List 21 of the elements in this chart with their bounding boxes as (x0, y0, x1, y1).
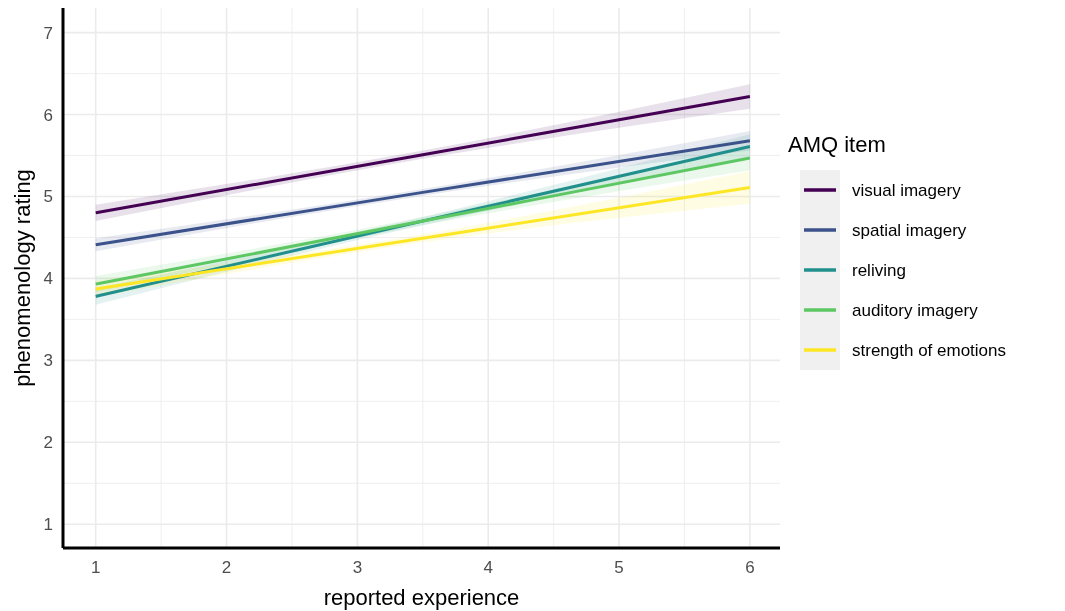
y-tick-label: 5 (43, 187, 53, 207)
legend-label: strength of emotions (852, 341, 1007, 360)
y-tick-label: 7 (43, 23, 53, 43)
legend-label: reliving (852, 261, 906, 280)
y-tick-label: 4 (43, 269, 53, 289)
x-tick-label: 6 (745, 558, 755, 577)
y-tick-label: 2 (43, 433, 53, 453)
y-tick-label: 3 (43, 351, 53, 371)
x-tick-label: 2 (221, 558, 232, 577)
y-tick-label: 6 (43, 105, 53, 125)
x-tick-label: 1 (90, 558, 101, 577)
x-axis-title: reported experience (323, 585, 520, 610)
legend-label: spatial imagery (852, 221, 967, 240)
legend-title: AMQ item (788, 132, 886, 157)
legend-label: visual imagery (852, 181, 962, 200)
x-tick-label: 5 (614, 558, 624, 577)
x-tick-label: 3 (352, 558, 363, 577)
y-axis-title: phenomenology rating (10, 169, 35, 387)
y-tick-label: 1 (43, 515, 53, 535)
x-tick-label: 4 (483, 558, 493, 577)
legend-label: auditory imagery (852, 301, 979, 320)
